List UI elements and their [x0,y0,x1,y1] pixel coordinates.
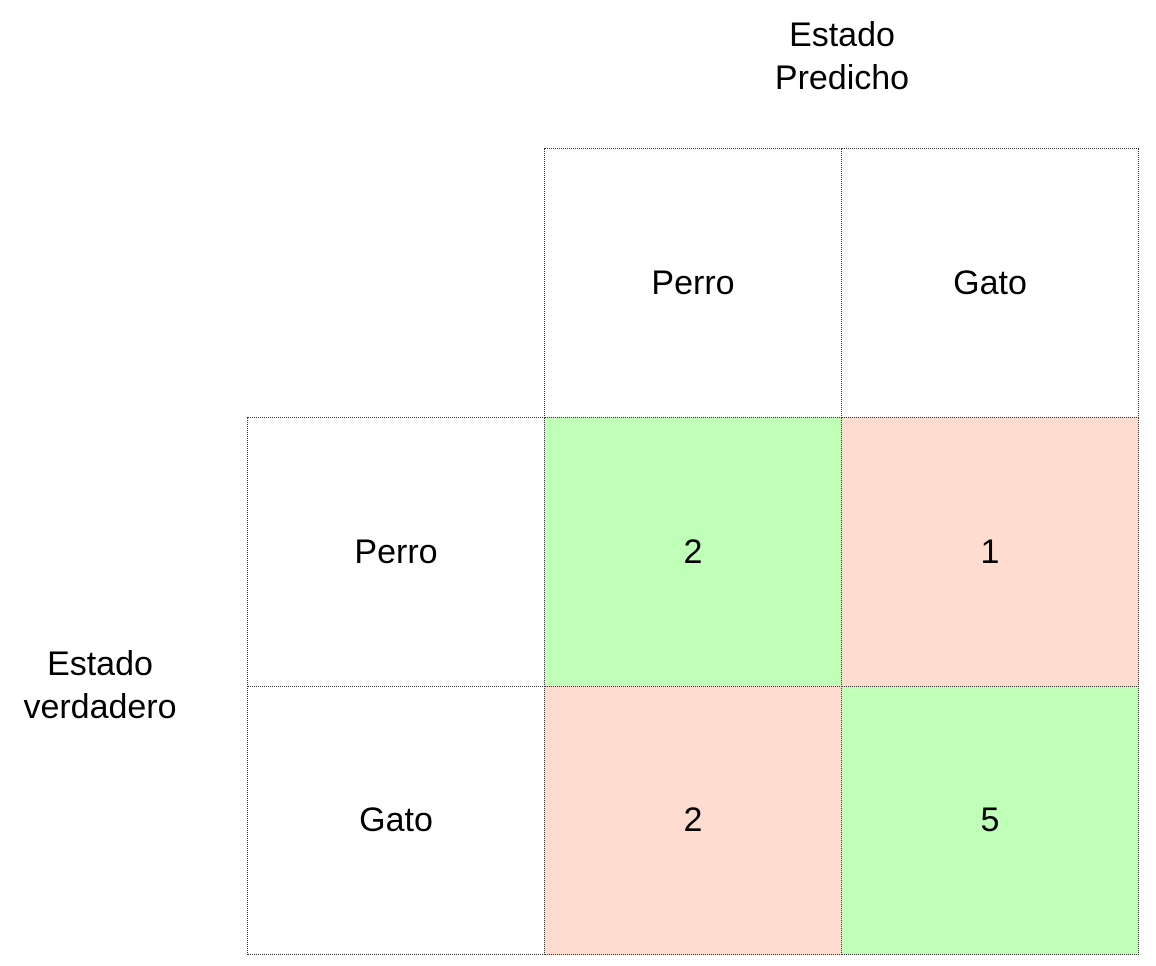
predicted-state-title: Estado Predicho [692,14,992,100]
matrix-cell-gato-perro: 2 [544,686,842,955]
true-state-title-line2: verdadero [23,688,177,726]
predicted-state-title-line1: Estado [789,16,895,54]
predicted-label-perro: Perro [544,148,842,418]
matrix-cell-perro-gato: 1 [841,417,1139,687]
matrix-cell-perro-perro: 2 [544,417,842,687]
true-label-gato: Gato [247,686,545,955]
predicted-state-title-line2: Predicho [774,59,910,97]
true-state-title-line1: Estado [47,645,153,683]
predicted-label-gato: Gato [841,148,1139,418]
true-label-perro: Perro [247,417,545,687]
true-state-title: Estado verdadero [0,643,200,729]
matrix-cell-gato-gato: 5 [841,686,1139,955]
